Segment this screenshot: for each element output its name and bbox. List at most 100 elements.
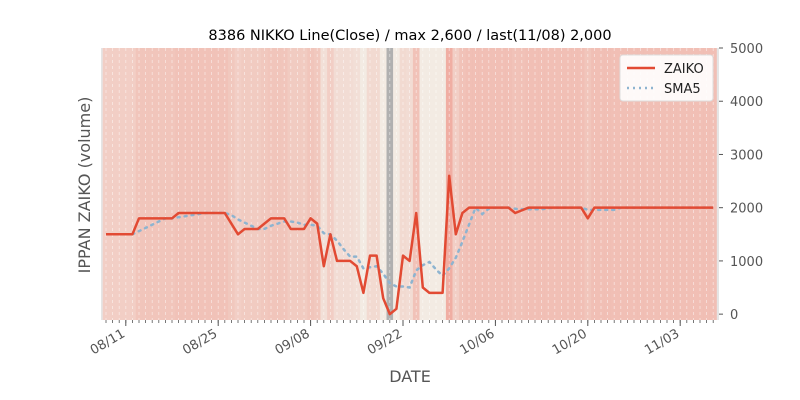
day-band <box>544 48 552 320</box>
day-band <box>300 48 308 320</box>
day-band <box>208 48 216 320</box>
day-band <box>280 48 288 320</box>
day-band <box>558 48 565 320</box>
day-band <box>379 48 387 320</box>
day-band <box>498 48 506 320</box>
day-band <box>221 48 229 320</box>
day-band <box>617 48 625 320</box>
day-band <box>294 48 301 320</box>
day-band <box>663 48 671 320</box>
legend-zaiko-label: ZAIKO <box>664 62 704 77</box>
x-tick-label: 08/25 <box>180 326 220 358</box>
day-band <box>188 48 196 320</box>
day-band <box>551 48 559 320</box>
y-tick-label: 2000 <box>730 202 763 217</box>
day-band <box>511 48 519 320</box>
day-band <box>419 48 427 320</box>
day-band <box>168 48 176 320</box>
day-band <box>624 48 631 320</box>
day-band <box>690 48 697 320</box>
day-band <box>610 48 618 320</box>
day-band <box>360 48 367 320</box>
day-band <box>122 48 130 320</box>
day-band <box>564 48 572 320</box>
day-band <box>406 48 414 320</box>
day-band <box>703 48 711 320</box>
day-band <box>439 48 447 320</box>
day-band <box>485 48 493 320</box>
day-band <box>267 48 275 320</box>
day-band <box>386 48 394 320</box>
day-band <box>274 48 282 320</box>
day-band <box>657 48 664 320</box>
day-band <box>637 48 645 320</box>
day-band <box>261 48 268 320</box>
day-band <box>412 48 420 320</box>
day-band <box>307 48 315 320</box>
day-band <box>234 48 242 320</box>
day-band <box>214 48 222 320</box>
zaiko-line <box>106 174 714 316</box>
day-band <box>333 48 341 320</box>
day-band <box>531 48 539 320</box>
day-band <box>505 48 513 320</box>
day-band <box>604 48 612 320</box>
day-band <box>195 48 202 320</box>
legend: ZAIKO SMA5 <box>619 54 714 102</box>
day-band <box>109 48 117 320</box>
day-band <box>709 48 717 320</box>
x-tick-label: 11/03 <box>642 326 682 358</box>
day-band <box>670 48 678 320</box>
x-axis-label: DATE <box>389 367 431 386</box>
day-band <box>366 48 374 320</box>
day-band <box>373 48 381 320</box>
y-axis-ticks: 0 1000 2000 3000 4000 5000 <box>719 42 763 323</box>
day-band <box>142 48 150 320</box>
y-tick-label: 1000 <box>730 255 763 270</box>
day-band <box>676 48 684 320</box>
x-axis-ticks: 08/11 08/25 09/08 09/22 10/06 10/20 11/03 <box>88 320 714 358</box>
sma5-line <box>131 205 715 289</box>
day-band <box>353 48 361 320</box>
day-band <box>320 48 328 320</box>
y-tick-label: 5000 <box>730 42 763 57</box>
day-band <box>346 48 354 320</box>
day-band <box>683 48 691 320</box>
day-band <box>465 48 473 320</box>
day-band <box>201 48 209 320</box>
day-band <box>426 48 433 320</box>
x-tick-label: 09/22 <box>365 326 405 358</box>
legend-sma5-label: SMA5 <box>664 82 701 97</box>
day-band <box>597 48 605 320</box>
day-band <box>650 48 658 320</box>
day-band <box>115 48 123 320</box>
chart-title: 8386 NIKKO Line(Close) / max 2,600 / las… <box>208 28 611 44</box>
day-band <box>518 48 526 320</box>
day-band <box>492 48 499 320</box>
y-tick-label: 4000 <box>730 95 763 110</box>
day-band <box>696 48 704 320</box>
day-band <box>254 48 262 320</box>
day-band <box>241 48 249 320</box>
day-band <box>478 48 486 320</box>
day-band <box>162 48 169 320</box>
day-band <box>399 48 407 320</box>
day-band <box>643 48 651 320</box>
day-band <box>228 48 235 320</box>
day-band <box>525 48 532 320</box>
legend-box <box>619 54 714 102</box>
day-band <box>340 48 348 320</box>
day-band <box>538 48 546 320</box>
day-band <box>155 48 163 320</box>
day-band <box>247 48 255 320</box>
day-band <box>175 48 183 320</box>
y-tick-label: 0 <box>730 308 738 323</box>
day-band <box>287 48 295 320</box>
day-band <box>432 48 440 320</box>
day-band <box>571 48 579 320</box>
x-tick-label: 10/06 <box>457 326 497 358</box>
day-band <box>129 48 136 320</box>
y-axis-label: IPPAN ZAIKO (volume) <box>75 97 94 274</box>
